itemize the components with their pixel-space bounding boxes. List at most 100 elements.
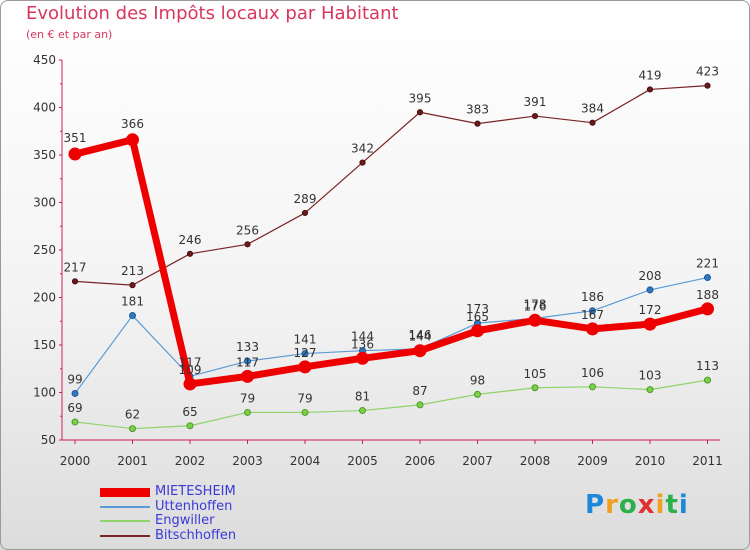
- logo-letter: r: [605, 490, 619, 520]
- data-point-engwiller: [474, 390, 481, 398]
- data-point-uttenhoffen: [244, 357, 251, 365]
- data-point-mietesheim: [241, 369, 254, 383]
- x-tick-label: 2011: [692, 454, 723, 468]
- data-point-uttenhoffen: [704, 274, 711, 282]
- data-label-engwiller: 79: [240, 391, 255, 405]
- y-tick-label: 400: [33, 101, 56, 115]
- x-tick-label: 2009: [577, 454, 608, 468]
- y-tick-label: 50: [41, 433, 56, 447]
- legend-item-engwiller[interactable]: Engwiller: [100, 513, 400, 529]
- data-label-uttenhoffen: 221: [696, 257, 719, 271]
- data-point-engwiller: [244, 408, 251, 416]
- data-label-uttenhoffen: 208: [639, 269, 662, 283]
- data-point-mietesheim: [643, 317, 657, 331]
- series-line-engwiller: [74, 379, 709, 430]
- data-point-mietesheim: [183, 377, 197, 391]
- data-point-mietesheim: [586, 322, 599, 336]
- data-label-mietesheim: 144: [409, 330, 432, 344]
- legend-swatch-bitschhoffen: [100, 534, 150, 537]
- data-label-bitschhoffen: 246: [179, 233, 202, 247]
- legend-item-uttenhoffen[interactable]: Uttenhoffen: [100, 498, 400, 515]
- data-label-bitschhoffen: 383: [466, 103, 489, 117]
- data-label-bitschhoffen: 256: [236, 223, 259, 237]
- legend-label-uttenhoffen: Uttenhoffen: [155, 498, 233, 514]
- data-label-bitschhoffen: 419: [639, 68, 662, 82]
- data-point-engwiller: [186, 422, 194, 430]
- y-tick-label: 100: [33, 386, 56, 400]
- logo-letter: o: [618, 490, 638, 520]
- x-tick-label: 2008: [520, 454, 551, 468]
- data-point-bitschhoffen: [704, 82, 711, 89]
- x-tick-label: 2001: [117, 454, 148, 468]
- data-label-mietesheim: 127: [294, 346, 317, 360]
- data-label-uttenhoffen: 141: [294, 333, 317, 347]
- data-label-mietesheim: 188: [696, 288, 719, 302]
- legend-swatch-engwiller: [100, 520, 150, 522]
- data-point-engwiller: [71, 418, 79, 426]
- data-point-engwiller: [589, 383, 596, 391]
- proxiti-logo: Proxiti: [585, 490, 689, 520]
- data-point-uttenhoffen: [301, 350, 309, 358]
- data-label-mietesheim: 366: [121, 117, 144, 131]
- data-label-bitschhoffen: 217: [64, 260, 87, 274]
- data-label-engwiller: 87: [412, 384, 427, 398]
- data-point-mietesheim: [528, 313, 542, 327]
- data-point-bitschhoffen: [186, 250, 194, 257]
- logo-letter: x: [637, 490, 656, 520]
- data-point-mietesheim: [126, 133, 139, 147]
- data-point-bitschhoffen: [301, 209, 309, 217]
- data-point-engwiller: [129, 425, 136, 433]
- data-label-engwiller: 62: [125, 408, 140, 422]
- data-point-uttenhoffen: [129, 312, 136, 320]
- data-label-uttenhoffen: 144: [351, 330, 374, 344]
- data-label-bitschhoffen: 391: [524, 95, 547, 109]
- data-point-mietesheim: [471, 324, 484, 338]
- legend-label-engwiller: Engwiller: [155, 513, 215, 528]
- logo-letter: i: [678, 490, 689, 520]
- data-point-bitschhoffen: [359, 159, 366, 166]
- data-point-bitschhoffen: [589, 119, 596, 126]
- data-point-bitschhoffen: [129, 282, 136, 289]
- data-label-mietesheim: 351: [64, 131, 87, 145]
- legend-label-bitschhoffen: Bitschhoffen: [155, 527, 237, 543]
- data-label-bitschhoffen: 384: [581, 102, 604, 116]
- y-tick-label: 250: [33, 243, 56, 257]
- x-tick-label: 2002: [175, 454, 206, 468]
- y-tick-label: 450: [33, 53, 56, 67]
- data-label-uttenhoffen: 117: [179, 355, 202, 369]
- data-label-bitschhoffen: 395: [409, 91, 432, 105]
- data-point-bitschhoffen: [416, 109, 424, 116]
- x-tick-label: 2007: [462, 454, 493, 468]
- logo-letter: t: [665, 490, 679, 520]
- data-label-engwiller: 69: [67, 401, 82, 415]
- data-label-engwiller: 106: [581, 366, 604, 380]
- logo-letter: P: [585, 490, 606, 520]
- data-point-engwiller: [646, 386, 654, 394]
- legend-label-mietesheim: MIETESHEIM: [155, 484, 236, 499]
- data-label-uttenhoffen: 178: [524, 297, 547, 311]
- data-point-engwiller: [531, 384, 539, 392]
- data-point-engwiller: [416, 401, 424, 409]
- x-tick-label: 2000: [60, 454, 91, 468]
- data-point-engwiller: [704, 376, 711, 384]
- legend-item-mietesheim[interactable]: MIETESHEIM: [100, 484, 400, 500]
- data-point-bitschhoffen: [71, 278, 79, 285]
- chart-subtitle: (en € et par an): [26, 28, 113, 41]
- data-point-mietesheim: [701, 302, 714, 316]
- chart-title: Evolution des Impôts locaux par Habitant: [26, 3, 399, 24]
- data-point-mietesheim: [356, 351, 369, 365]
- data-label-bitschhoffen: 342: [351, 142, 374, 156]
- x-tick-label: 2003: [232, 454, 263, 468]
- data-label-engwiller: 113: [696, 359, 719, 373]
- series-line-bitschhoffen: [74, 85, 709, 286]
- data-label-uttenhoffen: 186: [581, 290, 604, 304]
- data-label-bitschhoffen: 213: [121, 264, 144, 278]
- data-label-bitschhoffen: 289: [294, 192, 317, 206]
- data-label-mietesheim: 136: [351, 337, 374, 351]
- legend-item-bitschhoffen[interactable]: Bitschhoffen: [100, 527, 400, 544]
- y-tick-label: 300: [33, 196, 56, 210]
- data-label-mietesheim: 165: [466, 310, 489, 324]
- y-tick-label: 200: [33, 291, 56, 305]
- data-point-bitschhoffen: [646, 86, 654, 93]
